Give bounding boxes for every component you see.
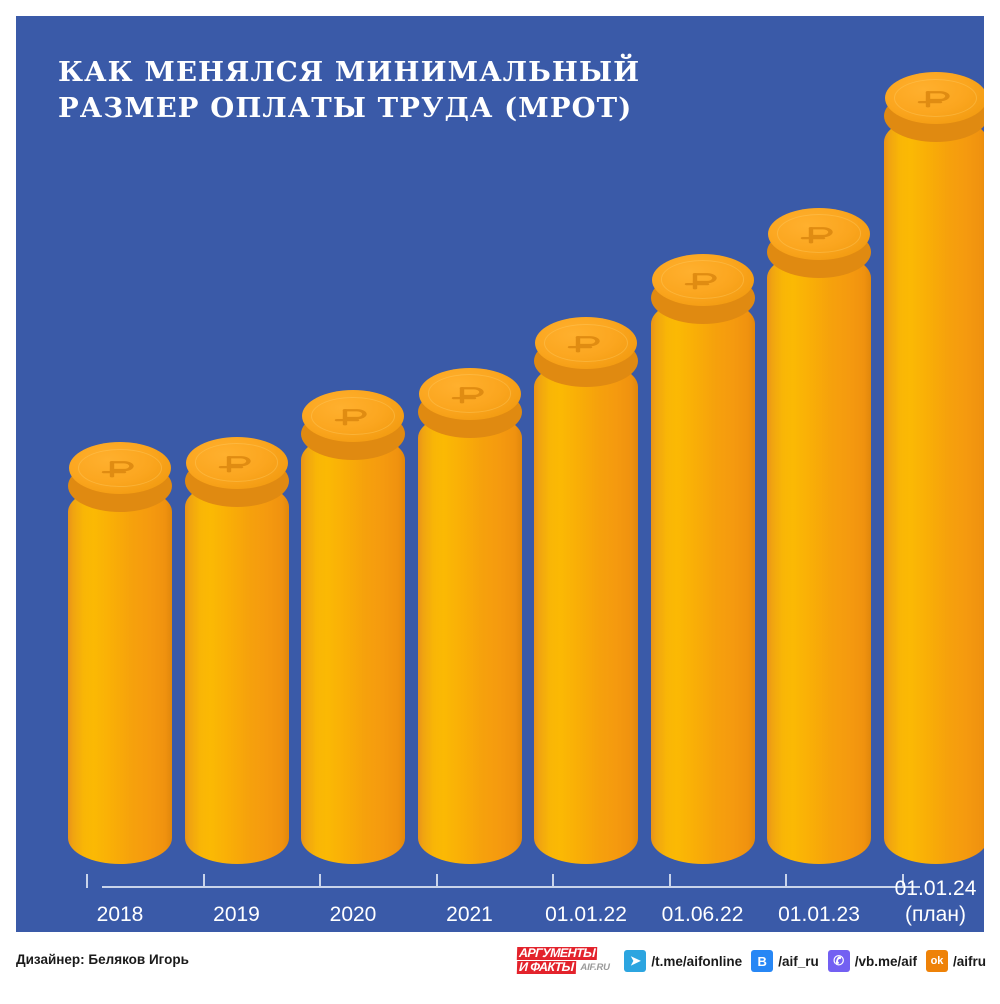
coin-inner-ring bbox=[78, 448, 162, 488]
bar-column: 11 280 р. bbox=[184, 436, 289, 864]
ruble-symbol-icon bbox=[800, 226, 833, 244]
coin-cap bbox=[418, 367, 521, 420]
bar-cylinder bbox=[883, 72, 984, 864]
bar-column: 15 279 р. bbox=[650, 253, 755, 864]
bar-cylinder bbox=[417, 367, 522, 864]
ruble-symbol-icon bbox=[218, 455, 251, 473]
bar-column: 12 300 р. bbox=[301, 389, 405, 864]
bar-cylinder bbox=[534, 317, 638, 864]
bar-cylinder bbox=[650, 253, 755, 864]
social-handle[interactable]: /vb.me/aif bbox=[854, 953, 917, 969]
ruble-symbol-icon bbox=[451, 386, 484, 403]
axis-tick bbox=[901, 874, 904, 888]
aif-logo-domain: AIF.RU bbox=[580, 962, 610, 973]
coin-inner-ring bbox=[544, 323, 628, 363]
bar-column: 16 279 р. bbox=[767, 207, 871, 864]
x-axis-label: 2018 bbox=[96, 903, 144, 926]
footer: Дизайнер: Беляков Игорь АРГУМЕНТЫ И ФАКТ… bbox=[0, 932, 1000, 1004]
social-handle[interactable]: /aif_ru bbox=[778, 953, 819, 969]
ruble-symbol-icon bbox=[684, 272, 717, 289]
x-axis-label: 01.01.24 (план) bbox=[894, 877, 977, 926]
coin-inner-ring bbox=[311, 396, 395, 436]
axis-tick bbox=[668, 874, 671, 888]
page-title: КАК МЕНЯЛСЯ МИНИМАЛЬНЫЙ РАЗМЕР ОПЛАТЫ ТР… bbox=[58, 56, 641, 124]
social-links: АРГУМЕНТЫ И ФАКТЫ AIF.RU ➤/t.me/aifonlin… bbox=[517, 946, 986, 976]
coin-cap bbox=[884, 72, 984, 124]
coin-inner-ring bbox=[194, 443, 279, 482]
vk-icon[interactable]: B bbox=[751, 950, 774, 972]
ruble-symbol-icon bbox=[334, 409, 367, 426]
axis-tick bbox=[319, 874, 321, 888]
aif-logo-line2: И ФАКТЫ bbox=[517, 960, 577, 974]
bar-column: 13 890 р. bbox=[534, 317, 638, 864]
x-axis-label: 01.06.22 bbox=[661, 903, 744, 926]
coin-inner-ring bbox=[777, 214, 861, 253]
bar-column: 11 163 р. bbox=[68, 442, 172, 864]
social-link[interactable]: ➤/t.me/aifonline bbox=[624, 950, 742, 972]
aif-logo: АРГУМЕНТЫ И ФАКТЫ AIF.RU bbox=[517, 946, 613, 976]
x-axis bbox=[86, 874, 920, 888]
ruble-symbol-icon bbox=[917, 91, 950, 108]
coin-inner-ring bbox=[427, 374, 512, 413]
bar-cylinder bbox=[767, 207, 871, 864]
social-link[interactable]: ✆/vb.me/aif bbox=[827, 950, 917, 972]
coin-inner-ring bbox=[660, 260, 745, 299]
x-axis-label: 2021 bbox=[446, 903, 493, 926]
bar-cylinder bbox=[184, 436, 289, 864]
axis-tick bbox=[785, 874, 787, 888]
bar-cylinder bbox=[301, 389, 405, 864]
coin-cap bbox=[535, 317, 637, 370]
axis-tick bbox=[202, 874, 205, 888]
social-link[interactable]: B/aif_ru bbox=[751, 950, 819, 972]
chart-panel: КАК МЕНЯЛСЯ МИНИМАЛЬНЫЙ РАЗМЕР ОПЛАТЫ ТР… bbox=[16, 16, 984, 932]
coin-cap bbox=[69, 442, 171, 494]
bar-column: 12 790 р. bbox=[417, 367, 522, 864]
coin-cap bbox=[185, 436, 288, 489]
coin-cap bbox=[651, 253, 754, 306]
axis-line bbox=[102, 886, 920, 888]
odnoklassniki-icon[interactable]: ok bbox=[925, 950, 948, 972]
aif-logo-line1: АРГУМЕНТЫ bbox=[517, 946, 598, 960]
coin-inner-ring bbox=[893, 78, 978, 118]
designer-credit: Дизайнер: Беляков Игорь bbox=[16, 952, 189, 967]
bar-cylinder bbox=[68, 442, 172, 864]
viber-icon[interactable]: ✆ bbox=[827, 950, 850, 972]
ruble-symbol-icon bbox=[567, 336, 600, 353]
social-link[interactable]: ok/aifru bbox=[925, 950, 986, 972]
x-axis-label: 2019 bbox=[213, 903, 260, 926]
bar-column: 19 242 р. bbox=[883, 72, 984, 864]
x-axis-label: 01.01.22 bbox=[545, 903, 627, 926]
axis-tick bbox=[435, 874, 438, 888]
axis-tick bbox=[86, 874, 88, 888]
bar-chart-plot: 11 163 р.11 280 р.12 300 р.12 790 р.13 8… bbox=[16, 16, 984, 932]
axis-tick bbox=[552, 874, 554, 888]
social-handle[interactable]: /t.me/aifonline bbox=[651, 953, 743, 969]
telegram-icon[interactable]: ➤ bbox=[624, 950, 647, 972]
coin-cap bbox=[768, 207, 870, 260]
coin-cap bbox=[302, 389, 404, 442]
x-axis-label: 01.01.23 bbox=[778, 903, 860, 926]
ruble-symbol-icon bbox=[101, 461, 134, 478]
x-axis-label: 2020 bbox=[329, 903, 377, 926]
social-handle[interactable]: /aifru bbox=[952, 953, 986, 969]
